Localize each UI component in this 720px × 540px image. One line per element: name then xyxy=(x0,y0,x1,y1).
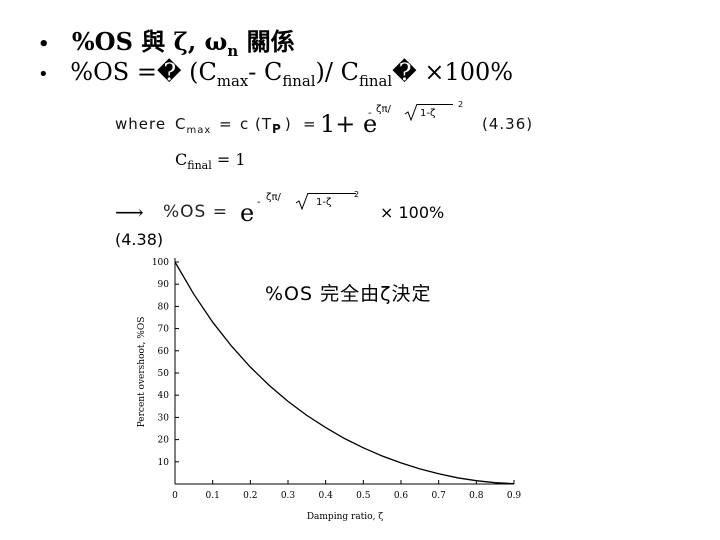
eq-cmax: Cmax xyxy=(175,115,212,136)
sqrt-symbol xyxy=(295,192,309,210)
sqrt-bar xyxy=(308,193,356,194)
y-tick-label: 60 xyxy=(158,347,170,357)
x-tick-label: 0.4 xyxy=(319,491,334,501)
y-tick-label: 30 xyxy=(158,413,170,423)
y-tick-label: 100 xyxy=(152,258,169,268)
eq-exponent-square: 2 xyxy=(354,190,360,199)
bullet-marker: • xyxy=(38,64,49,85)
y-tick-label: 80 xyxy=(158,302,170,312)
y-tick-label: 90 xyxy=(158,280,170,290)
eq-where: where xyxy=(115,115,167,133)
bullet-text: %OS =� (Cmax- Cfinal)/ Cfinal� ×100% xyxy=(70,58,514,90)
equation-number: (4.36) xyxy=(482,115,534,133)
equation-number: (4.38) xyxy=(115,230,164,249)
x-tick-label: 0.5 xyxy=(356,491,371,501)
eq-os-label: %OS = xyxy=(163,202,228,222)
x-tick-label: 0.9 xyxy=(507,491,522,501)
bullet-text: %OS 與 ζ, ωn 關係 xyxy=(71,27,295,60)
eq-exponent-minus: - xyxy=(257,197,261,208)
eq-exponent-denominator: 1-ζ xyxy=(316,197,332,208)
bullet-item-2: • %OS =� (Cmax- Cfinal)/ Cfinal� ×100% xyxy=(38,58,513,90)
sqrt-bar xyxy=(417,104,453,105)
y-tick-label: 70 xyxy=(158,325,170,335)
eq-e: e xyxy=(240,199,255,227)
eq-equals: = xyxy=(303,115,317,133)
y-axis-label: Percent overshoot, %OS xyxy=(137,317,147,428)
bullet-item-1: • %OS 與 ζ, ωn 關係 xyxy=(38,22,295,60)
eq-exponent-square: 2 xyxy=(458,100,464,109)
y-tick-label: 50 xyxy=(158,369,170,379)
cfinal-equation: Cfinal = 1 xyxy=(175,150,246,173)
os-note: %OS 完全由ζ決定 xyxy=(265,283,432,305)
eq-exponent-numerator: ζπ/ xyxy=(266,192,281,203)
arrow-icon: ⟶ xyxy=(115,200,144,224)
eq-c-of-tp: c (TP) xyxy=(240,115,292,136)
x-tick-label: 0.1 xyxy=(206,491,220,501)
eq-exponent-denominator: 1-ζ xyxy=(420,108,436,119)
y-tick-label: 20 xyxy=(158,436,170,446)
x-tick-label: 0.8 xyxy=(469,491,484,501)
eq-equals: = xyxy=(219,115,233,133)
eq-exponent-minus: - xyxy=(368,108,372,119)
x-tick-label: 0.3 xyxy=(281,491,296,501)
x-tick-label: 0.6 xyxy=(394,491,409,501)
eq-one-plus-e: 1+ e xyxy=(320,110,378,138)
y-tick-label: 40 xyxy=(158,391,170,401)
x-tick-label: 0 xyxy=(172,491,178,501)
x-axis-label: Damping ratio, ζ xyxy=(307,512,383,522)
bullet-marker: • xyxy=(38,34,50,55)
eq-exponent-numerator: ζπ/ xyxy=(376,104,391,115)
y-tick-label: 10 xyxy=(158,458,170,468)
x-tick-label: 0.7 xyxy=(432,491,447,501)
eq-times-100: × 100% xyxy=(380,203,445,222)
sqrt-symbol xyxy=(404,103,418,121)
x-tick-label: 0.2 xyxy=(243,491,257,501)
